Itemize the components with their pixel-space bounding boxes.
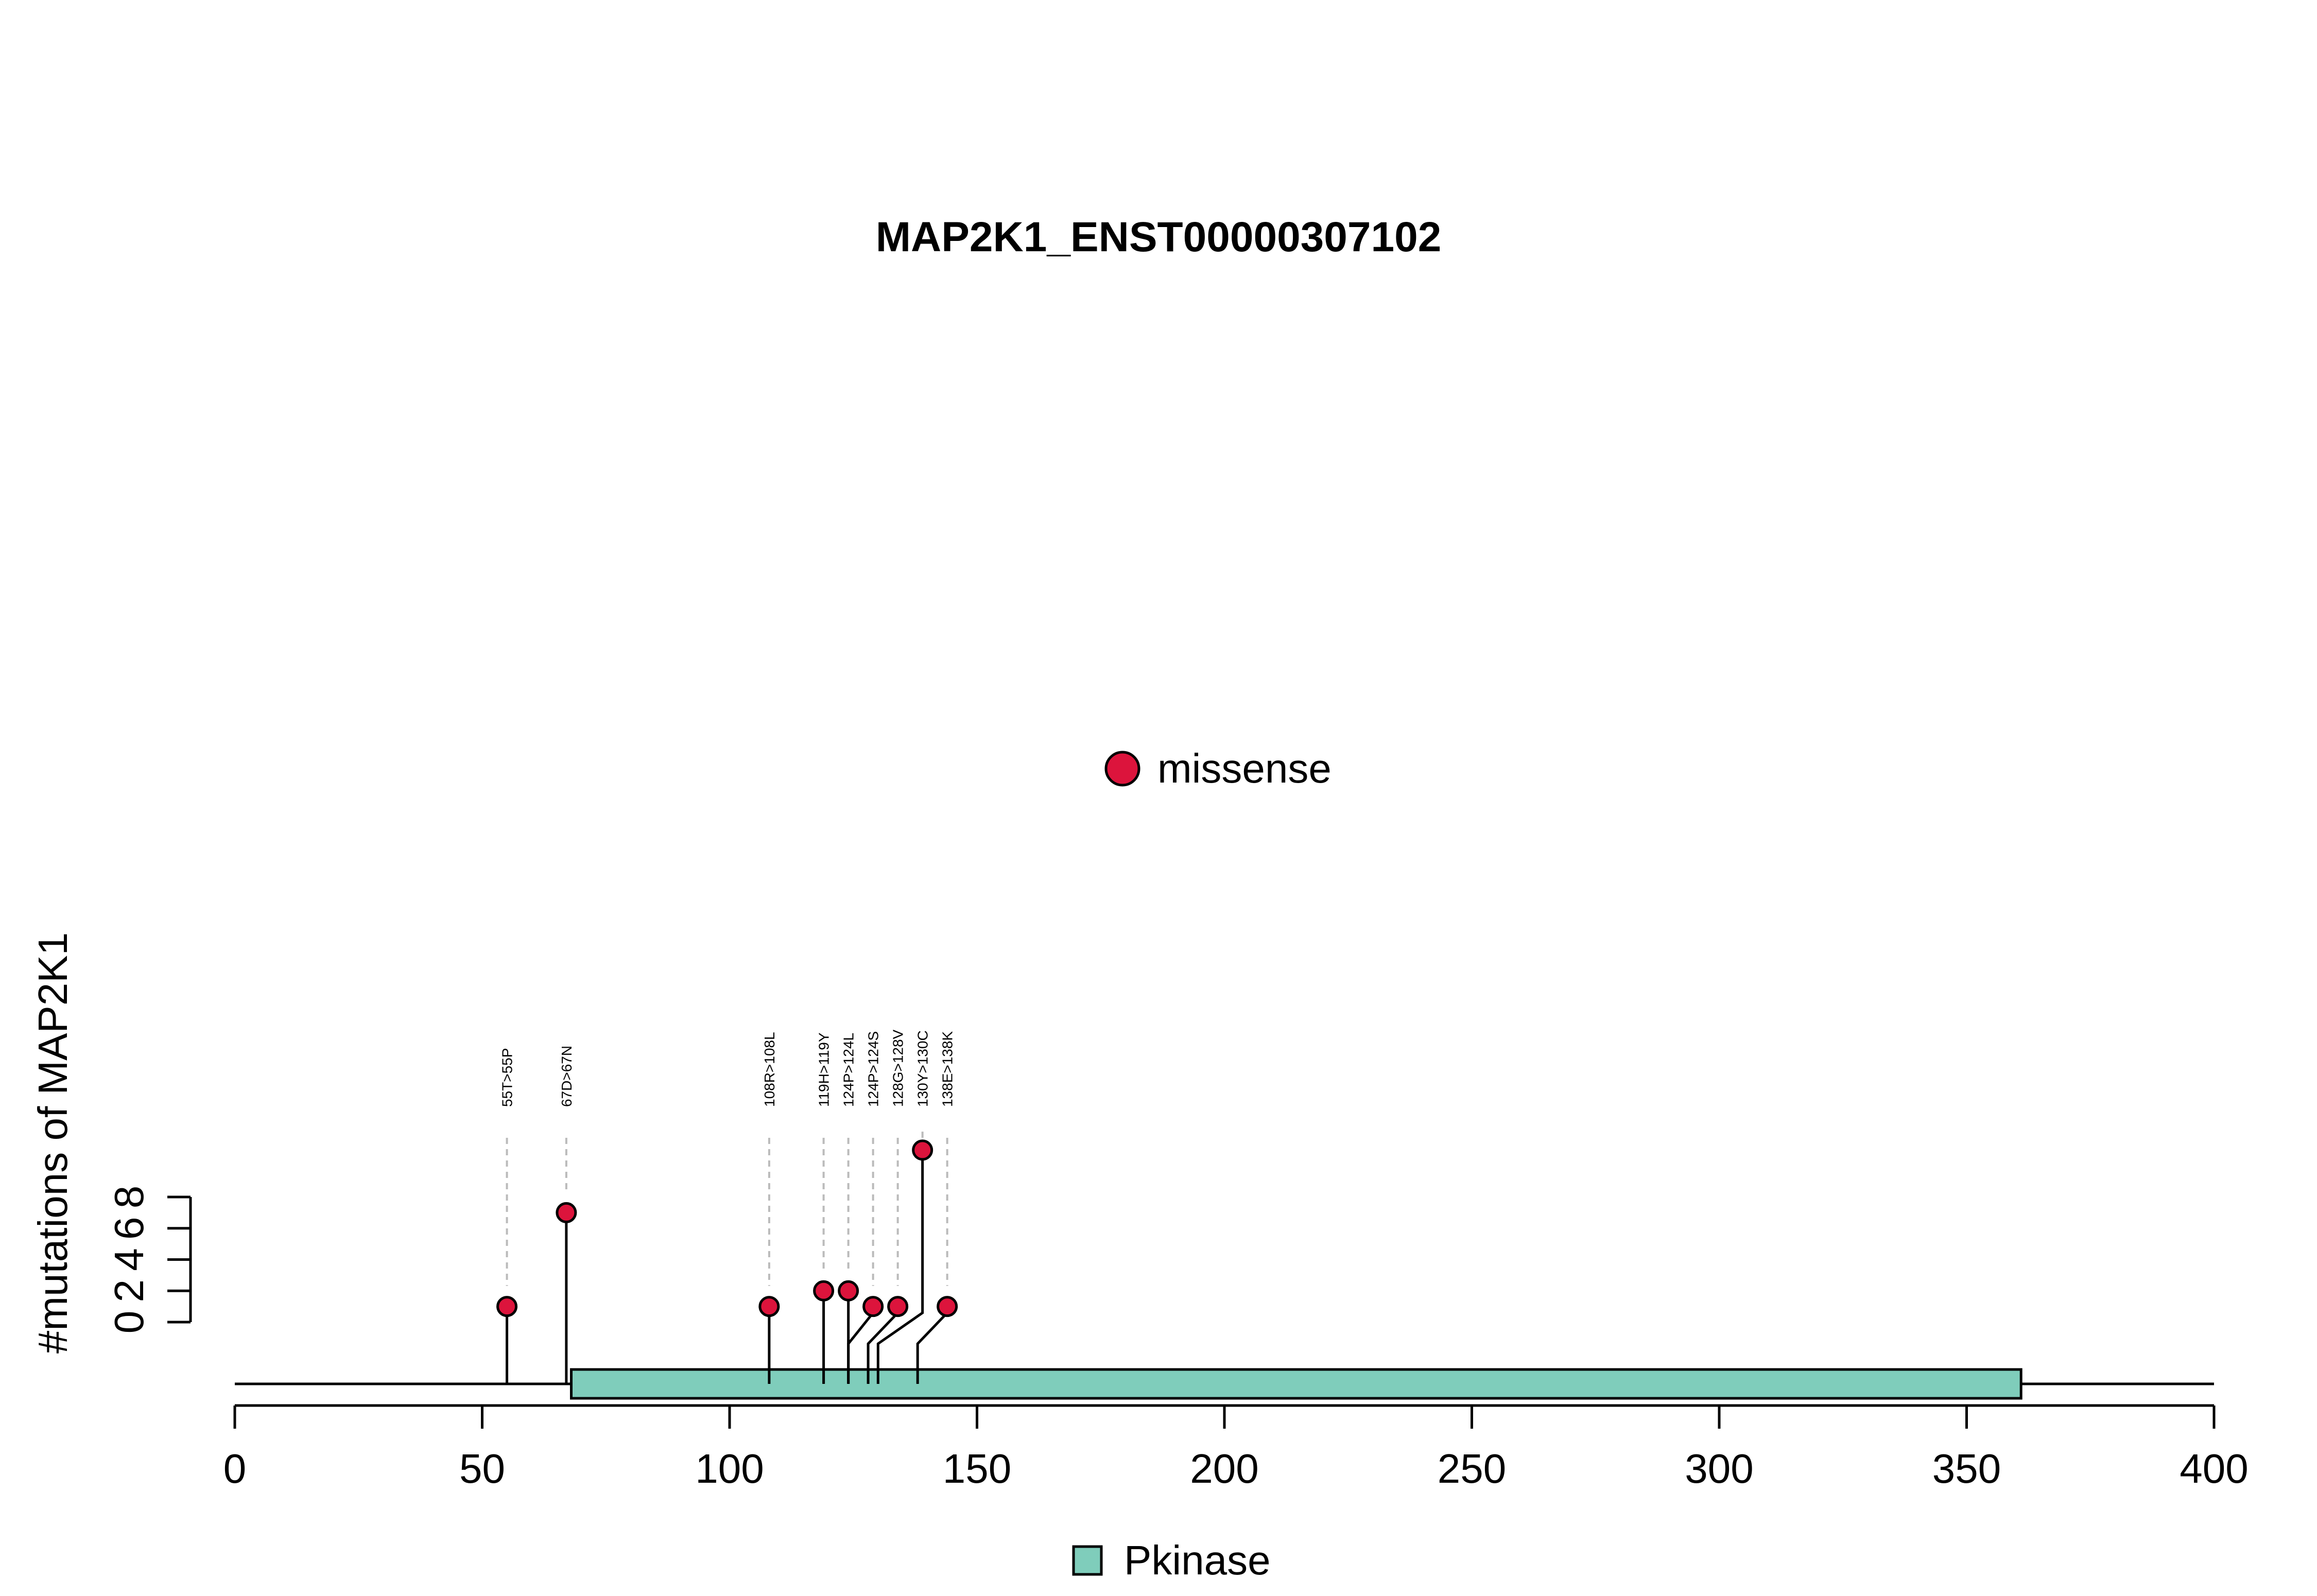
x-axis: 0 50 100 150 200 250 300 350 400 (223, 1404, 2249, 1491)
mutation-head (758, 1296, 780, 1317)
y-tick-label: 4 (106, 1248, 152, 1271)
mutation-labels: 55T>55P 67D>67N 108R>108L 119H>119Y 124P>124… (499, 1029, 956, 1107)
x-tick-label: 200 (1190, 1446, 1258, 1491)
mutation-head (813, 1280, 835, 1302)
mutation-head (887, 1296, 909, 1317)
mutation-label: 128G>128V (890, 1029, 906, 1107)
x-tick-label: 0 (223, 1446, 247, 1491)
lollipop-stem (876, 1150, 924, 1384)
missense-legend-label: missense (1157, 745, 1332, 791)
pkinase-legend-swatch (1072, 1545, 1103, 1576)
mutation-label: 119H>119Y (816, 1032, 832, 1107)
y-axis: 0 2 4 6 8 (106, 1186, 192, 1334)
mutation-head (556, 1202, 577, 1223)
mutation-head (838, 1280, 859, 1302)
chart-title: MAP2K1_ENST00000307102 (876, 214, 1442, 261)
x-tick-label: 150 (943, 1446, 1011, 1491)
mutation-label: 124P>124S (866, 1031, 881, 1107)
y-tick-label: 0 (106, 1311, 152, 1334)
x-tick-label: 250 (1438, 1446, 1506, 1491)
y-tick-label: 6 (106, 1217, 152, 1240)
mutation-head (496, 1296, 518, 1317)
pkinase-legend-label: Pkinase (1124, 1537, 1271, 1583)
mutation-label: 124P>124L (841, 1033, 857, 1107)
lollipop-stems (506, 1150, 949, 1384)
mutation-label: 55T>55P (499, 1048, 515, 1107)
guide-lines (506, 1129, 948, 1286)
x-tick-label: 100 (695, 1446, 764, 1491)
mutation-label: 67D>67N (559, 1046, 575, 1107)
y-axis-label: #mutations of MAP2K1 (30, 932, 76, 1354)
mutation-type-legend: missense (1104, 745, 1332, 791)
x-tick-label: 50 (459, 1446, 505, 1491)
mutation-head (937, 1296, 958, 1317)
missense-legend-marker (1104, 751, 1140, 787)
y-tick-label: 8 (106, 1186, 152, 1209)
mutation-head (862, 1296, 884, 1317)
mutation-label: 130Y>130C (915, 1030, 931, 1107)
mutation-head (912, 1139, 933, 1161)
domain-layer (569, 1368, 2022, 1400)
x-tick-label: 350 (1932, 1446, 2001, 1491)
domain-pkinase (569, 1368, 2022, 1400)
mutation-label: 138E>138K (940, 1031, 956, 1107)
x-tick-label: 400 (2180, 1446, 2248, 1491)
mutation-label: 108R>108L (762, 1032, 777, 1107)
x-tick-label: 300 (1685, 1446, 1753, 1491)
domain-legend: Pkinase (1072, 1537, 1271, 1583)
y-tick-label: 2 (106, 1279, 152, 1303)
lollipop-heads (496, 1139, 958, 1317)
